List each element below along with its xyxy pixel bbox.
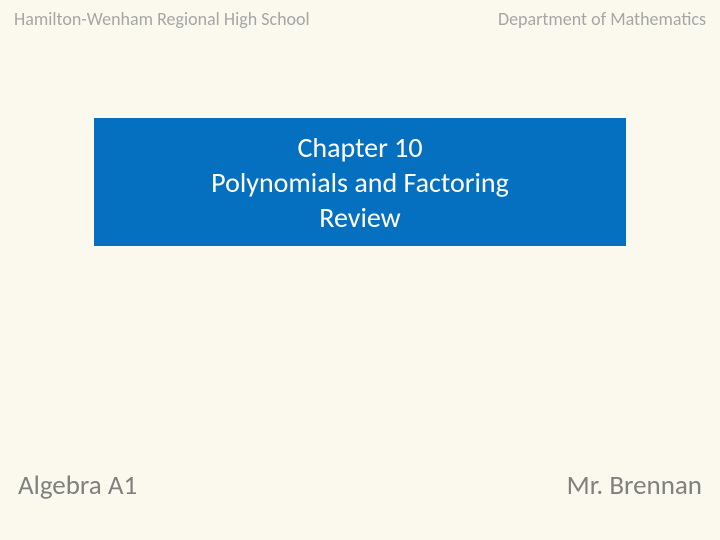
title-line-3: Review — [319, 200, 400, 235]
slide: Hamilton-Wenham Regional High School Dep… — [0, 0, 720, 540]
teacher-name: Mr. Brennan — [567, 469, 702, 502]
header-row: Hamilton-Wenham Regional High School Dep… — [0, 8, 720, 30]
title-line-2: Polynomials and Factoring — [211, 165, 509, 200]
title-line-1: Chapter 10 — [297, 130, 422, 165]
department-name: Department of Mathematics — [498, 8, 706, 30]
course-name: Algebra A1 — [18, 469, 137, 502]
school-name: Hamilton-Wenham Regional High School — [14, 8, 310, 30]
footer-row: Algebra A1 Mr. Brennan — [0, 469, 720, 502]
title-box: Chapter 10 Polynomials and Factoring Rev… — [94, 118, 626, 246]
